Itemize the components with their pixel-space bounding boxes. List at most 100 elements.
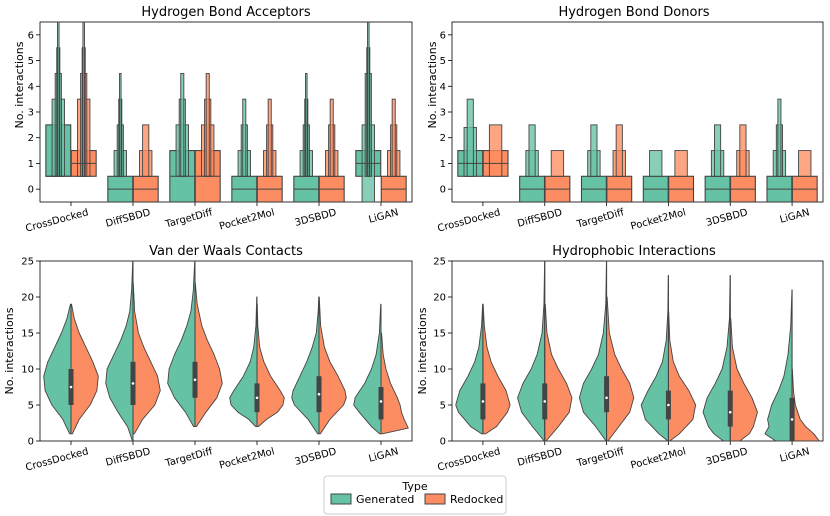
violin-iqr-box-targetdiff xyxy=(604,376,610,413)
boxen-redocked-diffsbdd-level-2 xyxy=(142,124,150,177)
x-tick-label-targetdiff: TargetDiff xyxy=(163,446,215,470)
boxen-generated-diffsbdd-level-4 xyxy=(119,72,122,177)
y-tick-label: 15 xyxy=(433,329,446,340)
x-tick-label-pocket2mol: Pocket2Mol xyxy=(630,207,688,232)
y-tick-label: 4 xyxy=(28,82,34,93)
axes-frame xyxy=(451,260,824,442)
violin-median-3dsbdd xyxy=(317,392,321,396)
boxen-generated-crossdocked-level-4 xyxy=(57,21,60,177)
violin-redocked-ligan xyxy=(380,332,409,435)
y-tick-label: 6 xyxy=(28,30,34,41)
violin-median-diffsbdd xyxy=(131,382,135,385)
axes-frame xyxy=(39,260,413,442)
x-tick-label-3dsbdd: 3DSBDD xyxy=(705,446,749,468)
x-tick-label-3dsbdd: 3DSBDD xyxy=(294,446,338,468)
y-axis-label: No. interactions xyxy=(3,307,16,394)
violin-generated-pocket2mol xyxy=(640,274,669,442)
violin-generated-ligan xyxy=(353,303,382,435)
boxen-redocked-diffsbdd-level-1 xyxy=(550,150,565,177)
legend-label-redocked: Redocked xyxy=(450,493,503,506)
boxen-redocked-crossdocked-level-1 xyxy=(488,124,503,177)
x-tick-label-ligan: LiGAN xyxy=(368,446,400,464)
chart-van-der-waals-contacts: Van der Waals Contacts No. interactions … xyxy=(3,244,413,474)
violin-median-pocket2mol xyxy=(667,403,670,407)
legend-swatch-redocked xyxy=(424,493,446,505)
violin-median-3dsbdd xyxy=(728,410,732,414)
x-tick-label-pocket2mol: Pocket2Mol xyxy=(218,207,276,232)
chart-hydrogen-bond-donors: Hydrogen Bond Donors No. interactions 0 1… xyxy=(426,5,824,235)
x-tick-label-ligan: LiGAN xyxy=(779,446,811,464)
boxen-generated-3dsbdd-level-2 xyxy=(714,124,722,177)
boxen-generated-targetdiff-level-3 xyxy=(180,72,185,177)
x-tick-label-pocket2mol: Pocket2Mol xyxy=(218,446,276,471)
violin-generated-crossdocked xyxy=(455,303,484,435)
x-tick-label-ligan: LiGAN xyxy=(368,207,400,225)
boxen-generated-pocket2mol-level-1 xyxy=(649,150,663,177)
y-tick-label: 0 xyxy=(440,185,446,196)
x-tick-label-ligan: LiGAN xyxy=(779,207,811,225)
x-tick-label-3dsbdd: 3DSBDD xyxy=(294,207,338,229)
y-tick-label: 0 xyxy=(28,185,34,196)
y-tick-label: 20 xyxy=(433,293,446,304)
boxen-generated-ligan-level-4 xyxy=(367,21,370,177)
x-tick-label-diffsbdd: DiffSBDD xyxy=(105,207,153,230)
violin-redocked-targetdiff xyxy=(606,296,635,442)
legend: Type Generated Redocked xyxy=(323,475,507,515)
chart-title: Hydrogen Bond Acceptors xyxy=(141,5,310,20)
violin-iqr-box-3dsbdd xyxy=(727,390,733,427)
boxen-redocked-pocket2mol-level-3 xyxy=(267,98,272,177)
boxen-redocked-ligan-level-3 xyxy=(391,98,396,177)
y-tick-label: 10 xyxy=(433,365,446,376)
x-tick-label-diffsbdd: DiffSBDD xyxy=(516,207,564,230)
violin-generated-targetdiff xyxy=(167,260,196,428)
boxen-generated-3dsbdd-level-4 xyxy=(305,72,308,177)
boxen-redocked-ligan-level-1 xyxy=(798,150,812,177)
y-tick-label: 6 xyxy=(440,30,446,41)
violin-iqr-box-ligan xyxy=(378,387,384,420)
x-tick-label-targetdiff: TargetDiff xyxy=(575,207,627,231)
violin-median-crossdocked xyxy=(481,400,485,403)
y-axis-label: No. interactions xyxy=(13,41,26,128)
violin-generated-crossdocked xyxy=(43,303,72,435)
x-tick-label-3dsbdd: 3DSBDD xyxy=(705,207,749,229)
chart-hydrophobic-interactions: Hydrophobic Interactions No. interaction… xyxy=(416,244,824,474)
chart-title: Van der Waals Contacts xyxy=(149,244,303,259)
x-tick-label-crossdocked: CrossDocked xyxy=(24,446,89,473)
chart-title: Hydrogen Bond Donors xyxy=(558,5,709,20)
y-axis-label: No. interactions xyxy=(416,307,429,394)
x-tick-label-crossdocked: CrossDocked xyxy=(436,446,501,473)
violin-generated-3dsbdd xyxy=(702,274,731,442)
legend-swatch-generated xyxy=(330,493,352,505)
chart-hydrogen-bond-acceptors: Hydrogen Bond Acceptors No. interactions… xyxy=(13,5,413,235)
legend-frame xyxy=(323,475,507,515)
y-tick-label: 0 xyxy=(28,437,34,448)
x-tick-label-diffsbdd: DiffSBDD xyxy=(516,446,564,469)
violin-generated-ligan xyxy=(764,289,793,442)
violin-median-ligan xyxy=(790,418,794,421)
y-tick-label: 2 xyxy=(440,133,446,144)
boxen-redocked-3dsbdd-level-2 xyxy=(739,124,747,177)
legend-title: Type xyxy=(401,480,427,493)
violin-redocked-diffsbdd xyxy=(544,303,573,442)
violin-redocked-3dsbdd xyxy=(318,296,347,435)
violin-median-diffsbdd xyxy=(543,400,547,403)
y-tick-label: 3 xyxy=(28,108,34,119)
violin-median-targetdiff xyxy=(605,396,608,400)
violin-redocked-diffsbdd xyxy=(132,282,161,435)
violin-generated-diffsbdd xyxy=(517,260,546,442)
boxen-generated-ligan-level-3 xyxy=(777,98,782,177)
x-tick-label-pocket2mol: Pocket2Mol xyxy=(630,446,688,471)
y-tick-label: 10 xyxy=(21,365,34,376)
boxen-generated-pocket2mol-level-3 xyxy=(242,98,247,177)
y-axis-label: No. interactions xyxy=(426,41,439,128)
y-tick-label: 20 xyxy=(21,293,34,304)
violin-generated-pocket2mol xyxy=(229,296,258,428)
violin-median-ligan xyxy=(379,400,383,403)
y-tick-label: 5 xyxy=(440,401,446,412)
violin-redocked-pocket2mol xyxy=(667,310,697,442)
y-tick-label: 4 xyxy=(440,82,446,93)
x-tick-label-targetdiff: TargetDiff xyxy=(163,207,215,231)
y-tick-label: 1 xyxy=(440,159,446,170)
violin-median-crossdocked xyxy=(69,385,73,389)
